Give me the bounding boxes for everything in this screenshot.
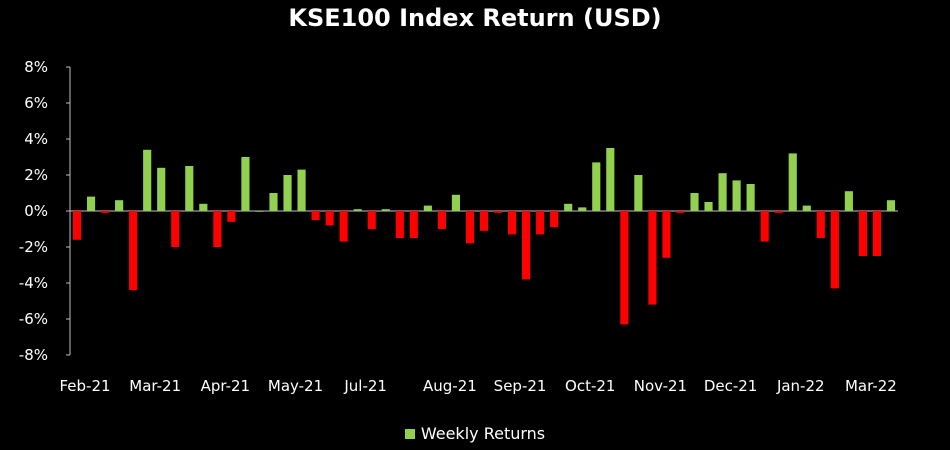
bar [760, 211, 769, 242]
bar [451, 194, 460, 211]
bar [844, 191, 853, 211]
y-tick-label: -8% [19, 346, 48, 364]
x-tick-label: Jul-21 [343, 377, 387, 395]
bar [437, 211, 446, 229]
bar [536, 211, 545, 235]
bar [129, 211, 138, 291]
bar [732, 180, 741, 211]
bar-series [72, 148, 896, 325]
bar [718, 173, 727, 211]
x-tick-label: Dec-21 [704, 377, 758, 395]
bar [802, 205, 811, 211]
bar [72, 211, 82, 240]
bar [297, 169, 306, 211]
bar [830, 211, 839, 289]
y-tick-label: 6% [24, 94, 48, 112]
bar [213, 211, 222, 247]
bar [143, 149, 152, 211]
bar [465, 211, 475, 244]
x-tick-label: Sep-21 [494, 377, 547, 395]
bar [606, 148, 615, 211]
bar [269, 193, 278, 211]
y-tick-label: 4% [24, 130, 48, 148]
bar [199, 203, 208, 211]
bar [423, 205, 432, 211]
bar [746, 184, 755, 211]
y-tick-label: -2% [19, 238, 48, 256]
bar [620, 211, 629, 325]
bar [339, 211, 348, 242]
x-tick-label: May-21 [268, 377, 323, 395]
y-tick-label: -4% [19, 274, 48, 292]
chart-title: KSE100 Index Return (USD) [288, 4, 662, 32]
bar [395, 211, 404, 238]
x-axis-ticks: Feb-21 Mar-21 Apr-21 May-21 Jul-21 Aug-21 Sep-… [59, 377, 896, 395]
y-tick-label: 8% [24, 58, 48, 76]
bar [479, 211, 489, 231]
x-tick-label: Feb-21 [59, 377, 110, 395]
y-tick-label: 2% [24, 166, 48, 184]
bar [522, 211, 531, 280]
bar [409, 211, 418, 238]
legend-label: Weekly Returns [420, 424, 546, 443]
bar [788, 153, 797, 211]
x-tick-label: Mar-21 [129, 377, 181, 395]
y-axis-ticks: 8% 6% 4% 2% 0% -2% -4% -6% -8% [19, 58, 70, 364]
bar [381, 209, 390, 211]
bar [886, 200, 896, 211]
bar [115, 200, 124, 211]
bar [311, 211, 320, 220]
y-tick-label: 0% [24, 202, 48, 220]
x-tick-label: Mar-22 [845, 377, 897, 395]
x-tick-label: Apr-21 [201, 377, 251, 395]
bar [493, 211, 503, 213]
bar [550, 211, 559, 228]
bar [648, 211, 657, 305]
bar [704, 202, 713, 211]
x-tick-label: Oct-21 [565, 377, 615, 395]
chart-legend: Weekly Returns [0, 423, 950, 443]
bar [872, 211, 882, 256]
bar [508, 211, 517, 235]
bar [353, 209, 362, 211]
bar [171, 211, 180, 247]
bar [662, 211, 671, 258]
bar [241, 157, 250, 211]
bar [255, 211, 264, 212]
bar [86, 196, 96, 211]
bar [774, 211, 783, 213]
bar [367, 211, 376, 229]
bar [676, 211, 685, 213]
bar [816, 211, 825, 238]
x-tick-label: Aug-21 [423, 377, 477, 395]
x-tick-label: Jan-22 [776, 377, 825, 395]
x-tick-label: Nov-21 [634, 377, 687, 395]
legend-swatch [404, 428, 415, 439]
bar [858, 211, 867, 256]
bar [592, 162, 601, 211]
bar [564, 203, 573, 211]
bar [690, 193, 699, 211]
bar [185, 166, 194, 211]
bar [283, 175, 292, 211]
bar [578, 207, 587, 211]
bar [101, 211, 110, 213]
bar [634, 175, 643, 211]
bar [227, 211, 236, 222]
bar [157, 167, 166, 211]
y-tick-label: -6% [19, 310, 48, 328]
bar [325, 211, 334, 226]
